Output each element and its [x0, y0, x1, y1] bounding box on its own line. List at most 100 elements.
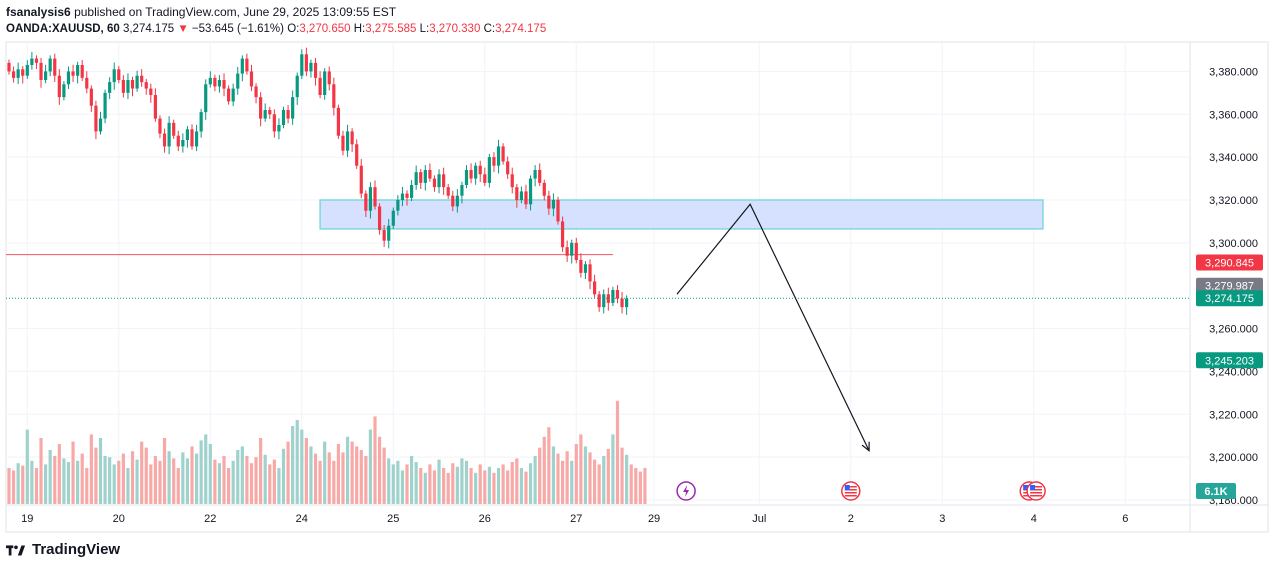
volume-bar — [496, 468, 501, 504]
candle-body — [44, 71, 48, 80]
low-label: L: — [419, 23, 430, 35]
candle-body — [121, 80, 125, 93]
candle-body — [410, 185, 414, 198]
volume-bar — [34, 468, 39, 504]
time-tick-label: 27 — [570, 513, 582, 525]
candle-body — [57, 75, 61, 98]
volume-bar — [236, 450, 240, 504]
volume-bar — [286, 441, 290, 504]
supply-zone[interactable] — [319, 199, 1044, 230]
candle-body — [547, 195, 551, 209]
volume-bar — [391, 464, 395, 504]
volume-bar — [597, 464, 601, 504]
candle-body — [332, 84, 336, 108]
price-axis[interactable]: 3,380.000 3,360.000 3,340.000 3,320.000 3,30… — [1209, 66, 1258, 507]
quote-line: OANDA:XAUUSD, 60 3,274.175 ▼ −53.645 (−1… — [6, 21, 546, 38]
candle-body — [615, 290, 620, 299]
volume-bar — [66, 462, 71, 504]
volume-bar — [515, 458, 519, 504]
volume-bar — [506, 470, 510, 504]
candle-body — [71, 71, 75, 76]
volume-label-box — [1196, 483, 1236, 499]
candle-body — [455, 195, 459, 207]
candle-body — [551, 200, 556, 209]
volume-bar — [190, 446, 194, 504]
candle-body — [528, 178, 533, 205]
candle-body — [464, 170, 469, 185]
candle-body — [39, 62, 43, 80]
candle-body — [506, 161, 510, 175]
candle-body — [524, 191, 528, 205]
flag-stripe — [844, 492, 857, 494]
volume-bar — [117, 460, 121, 504]
volume-bar — [318, 460, 322, 504]
us-flag-event-icon — [1026, 481, 1046, 501]
candle-body — [7, 62, 11, 72]
flag-stripe — [1030, 486, 1043, 488]
volume-bar — [400, 470, 405, 504]
time-tick-label: 26 — [479, 513, 491, 525]
candle-body — [153, 95, 157, 119]
time-tick-label: 29 — [648, 513, 660, 525]
author-name[interactable]: fsanalysis6 — [6, 5, 71, 19]
open-value: 3,270.650 — [299, 23, 351, 35]
candle-body — [487, 157, 491, 183]
volume-bar — [414, 462, 418, 504]
candle-body — [272, 114, 276, 132]
volume-bar — [519, 468, 523, 504]
candle-body — [76, 65, 80, 76]
flag-canton — [1030, 485, 1036, 490]
volume-bar — [638, 471, 642, 504]
volume-bar — [94, 447, 98, 504]
time-tick-label: 6 — [1122, 513, 1128, 525]
volume-bar — [245, 456, 249, 504]
candle-body — [162, 133, 167, 147]
volume-bar — [172, 458, 176, 504]
volume-bar — [7, 468, 11, 504]
volume-bar — [542, 436, 546, 504]
candle-body — [606, 294, 610, 303]
projection-path[interactable] — [676, 203, 870, 452]
candle-body — [259, 97, 263, 119]
candle-body — [94, 105, 98, 132]
candle-body — [231, 88, 235, 102]
candle-body — [377, 206, 382, 230]
volume-bar — [442, 468, 446, 504]
candle-body — [117, 69, 121, 80]
volume-bar — [373, 416, 377, 504]
tradingview-logo-icon — [6, 544, 26, 555]
candle-body — [158, 118, 162, 134]
tradingview-brand[interactable]: TradingView — [6, 541, 120, 558]
volume-bar — [231, 460, 235, 504]
volume-bar — [368, 429, 373, 504]
candle-body — [583, 264, 588, 273]
candle-body — [611, 290, 615, 303]
volume-bar — [98, 438, 103, 504]
volume-bar — [213, 459, 217, 504]
volume-bar — [71, 441, 75, 504]
candle-body — [345, 131, 350, 151]
time-tick-label: Jul — [752, 513, 766, 525]
candle-body — [423, 170, 427, 183]
volume-bar — [382, 447, 386, 504]
candle-body — [217, 80, 222, 87]
flag-stripe — [844, 495, 857, 497]
candle-body — [469, 170, 473, 179]
candle-body — [222, 80, 226, 89]
volume-bar — [126, 468, 130, 504]
volume-bar — [474, 472, 478, 504]
volume-bar — [162, 438, 167, 504]
brand-name: TradingView — [32, 541, 121, 558]
volume-bars — [7, 400, 647, 504]
candle-body — [501, 146, 505, 162]
event-markers[interactable] — [676, 481, 1046, 501]
price-label-box — [1196, 352, 1263, 369]
volume-bar — [16, 463, 20, 504]
candle-body — [570, 242, 574, 256]
volume-bar — [478, 464, 482, 504]
volume-bar — [423, 472, 427, 504]
close-value: 3,274.175 — [495, 23, 547, 35]
candle-body — [98, 118, 103, 132]
time-axis[interactable]: 19 20 22 24 25 26 27 29 Jul 2 3 4 6 — [21, 513, 1128, 525]
